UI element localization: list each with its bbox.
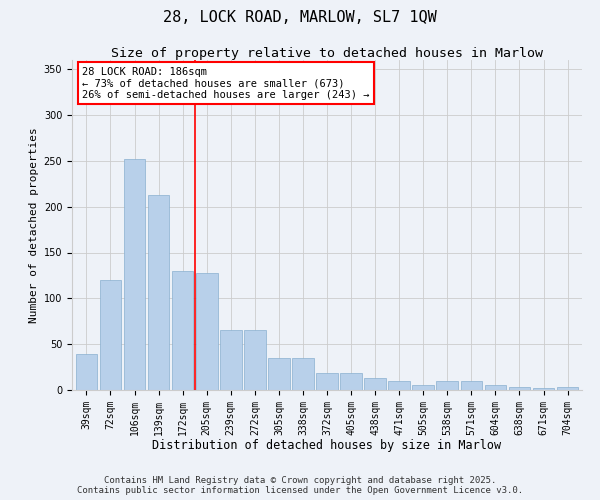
- Bar: [340, 372, 362, 390]
- Bar: [412, 386, 434, 390]
- Bar: [124, 159, 145, 390]
- Y-axis label: Number of detached properties: Number of detached properties: [29, 127, 40, 323]
- Text: Contains HM Land Registry data © Crown copyright and database right 2025.
Contai: Contains HM Land Registry data © Crown c…: [77, 476, 523, 495]
- Bar: [196, 272, 218, 390]
- Bar: [220, 330, 242, 390]
- Bar: [316, 372, 338, 390]
- Bar: [388, 381, 410, 390]
- Bar: [76, 354, 97, 390]
- X-axis label: Distribution of detached houses by size in Marlow: Distribution of detached houses by size …: [152, 439, 502, 452]
- Title: Size of property relative to detached houses in Marlow: Size of property relative to detached ho…: [111, 47, 543, 60]
- Bar: [148, 194, 169, 390]
- Bar: [436, 381, 458, 390]
- Bar: [364, 378, 386, 390]
- Text: 28, LOCK ROAD, MARLOW, SL7 1QW: 28, LOCK ROAD, MARLOW, SL7 1QW: [163, 10, 437, 25]
- Bar: [100, 280, 121, 390]
- Bar: [533, 388, 554, 390]
- Text: 28 LOCK ROAD: 186sqm
← 73% of detached houses are smaller (673)
26% of semi-deta: 28 LOCK ROAD: 186sqm ← 73% of detached h…: [82, 66, 370, 100]
- Bar: [485, 386, 506, 390]
- Bar: [244, 330, 266, 390]
- Bar: [292, 358, 314, 390]
- Bar: [509, 387, 530, 390]
- Bar: [461, 381, 482, 390]
- Bar: [268, 358, 290, 390]
- Bar: [557, 387, 578, 390]
- Bar: [172, 271, 193, 390]
